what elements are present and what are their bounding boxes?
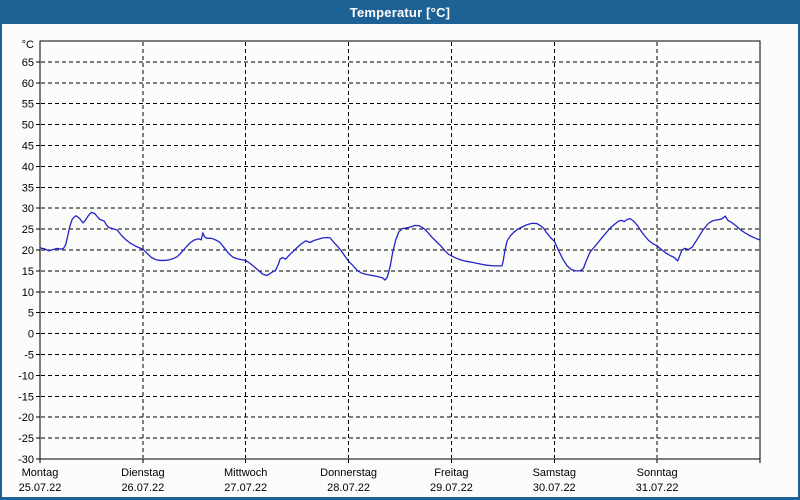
- x-axis-date-label: 31.07.22: [636, 482, 679, 494]
- x-axis-day-label: Mittwoch: [224, 467, 267, 479]
- y-axis-label: -20: [18, 412, 34, 424]
- x-axis-date-label: 30.07.22: [533, 482, 576, 494]
- window-titlebar: Temperatur [°C]: [0, 0, 800, 24]
- y-axis-label: -10: [18, 370, 34, 382]
- y-axis-label: 40: [22, 161, 34, 173]
- x-axis-date-label: 26.07.22: [121, 482, 164, 494]
- y-axis-label: -30: [18, 454, 34, 466]
- y-axis-label: 25: [22, 224, 34, 236]
- temperature-line: [39, 211, 761, 281]
- y-axis-label: 35: [22, 182, 34, 194]
- y-axis-label: 65: [22, 57, 34, 69]
- y-axis-label: 55: [22, 99, 34, 111]
- y-axis-label: 45: [22, 141, 34, 153]
- x-axis-date-label: 27.07.22: [224, 482, 267, 494]
- x-axis-day-label: Montag: [22, 467, 59, 479]
- x-axis-date-label: 29.07.22: [430, 482, 473, 494]
- window-title: Temperatur [°C]: [349, 4, 451, 20]
- y-axis-label: 5: [28, 308, 34, 320]
- y-axis-label: 20: [22, 245, 34, 257]
- plot-frame: [39, 40, 761, 460]
- x-axis-day-label: Freitag: [434, 467, 468, 479]
- x-axis-day-label: Sonntag: [637, 467, 678, 479]
- y-axis-unit-label: °C: [22, 39, 34, 51]
- y-axis-label: 15: [22, 266, 34, 278]
- y-axis-label: 50: [22, 120, 34, 132]
- y-axis-label: -15: [18, 391, 34, 403]
- y-axis-label: 10: [22, 287, 34, 299]
- x-axis-date-label: 28.07.22: [327, 482, 370, 494]
- y-axis-label: 0: [28, 329, 34, 341]
- y-axis-label: 30: [22, 203, 34, 215]
- x-axis-day-label: Samstag: [533, 467, 576, 479]
- y-axis-label: -5: [24, 350, 34, 362]
- x-axis-date-label: 25.07.22: [19, 482, 62, 494]
- y-axis-label: 60: [22, 78, 34, 90]
- chart-background: [2, 24, 798, 497]
- y-axis-label: -25: [18, 433, 34, 445]
- x-axis-day-label: Dienstag: [121, 467, 164, 479]
- x-axis-day-label: Donnerstag: [320, 467, 377, 479]
